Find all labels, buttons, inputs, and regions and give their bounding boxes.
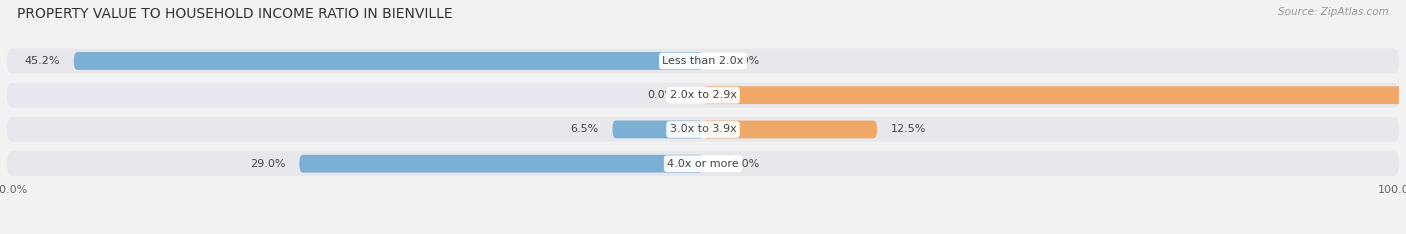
FancyBboxPatch shape	[7, 83, 1399, 108]
Text: 2.0x to 2.9x: 2.0x to 2.9x	[669, 90, 737, 100]
FancyBboxPatch shape	[299, 155, 703, 173]
Text: PROPERTY VALUE TO HOUSEHOLD INCOME RATIO IN BIENVILLE: PROPERTY VALUE TO HOUSEHOLD INCOME RATIO…	[17, 7, 453, 21]
Text: 4.0x or more: 4.0x or more	[668, 159, 738, 169]
Text: 0.0%: 0.0%	[731, 56, 759, 66]
FancyBboxPatch shape	[613, 121, 703, 138]
Text: 29.0%: 29.0%	[250, 159, 285, 169]
Text: 45.2%: 45.2%	[24, 56, 60, 66]
Text: 6.5%: 6.5%	[571, 124, 599, 135]
FancyBboxPatch shape	[703, 86, 1406, 104]
Text: 0.0%: 0.0%	[647, 90, 675, 100]
FancyBboxPatch shape	[7, 151, 1399, 176]
FancyBboxPatch shape	[7, 117, 1399, 142]
Text: Source: ZipAtlas.com: Source: ZipAtlas.com	[1278, 7, 1389, 17]
Text: 0.0%: 0.0%	[731, 159, 759, 169]
FancyBboxPatch shape	[75, 52, 703, 70]
Text: 12.5%: 12.5%	[891, 124, 927, 135]
Text: Less than 2.0x: Less than 2.0x	[662, 56, 744, 66]
Text: 3.0x to 3.9x: 3.0x to 3.9x	[669, 124, 737, 135]
FancyBboxPatch shape	[703, 121, 877, 138]
FancyBboxPatch shape	[7, 49, 1399, 73]
Legend: Without Mortgage, With Mortgage: Without Mortgage, With Mortgage	[586, 231, 820, 234]
